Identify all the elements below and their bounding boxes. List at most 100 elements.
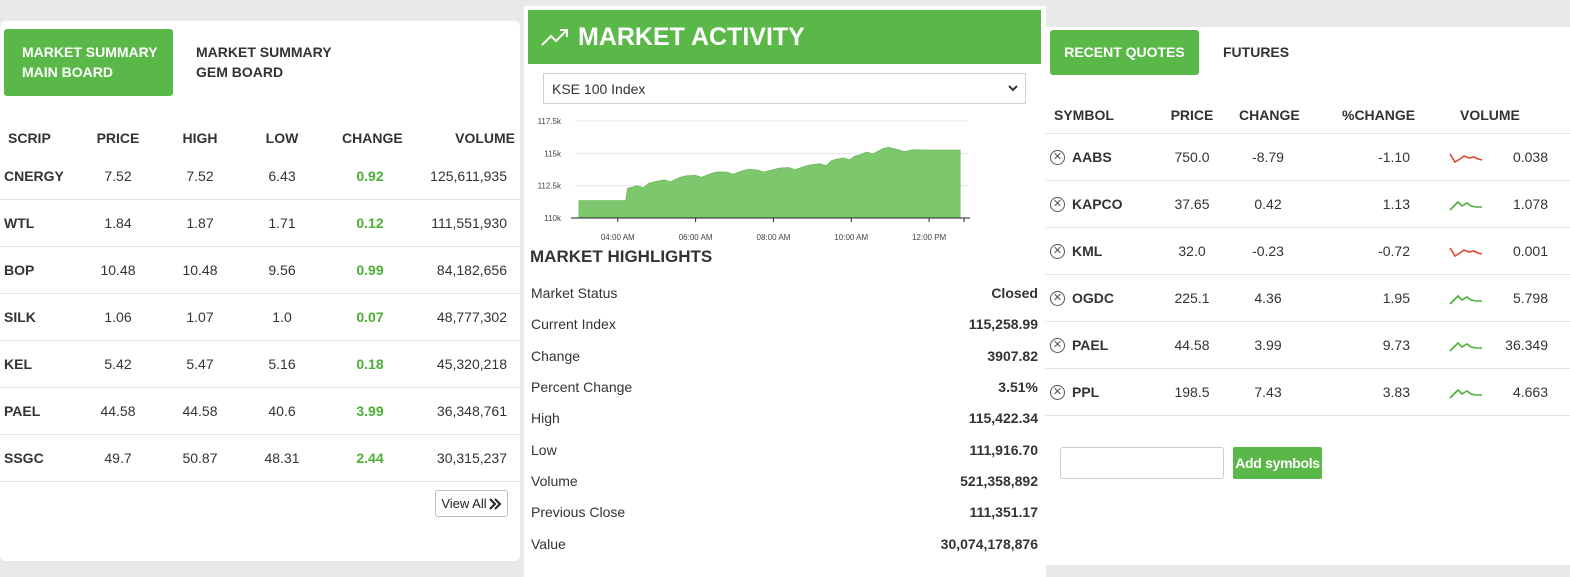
symbol-cell[interactable]: KML (1072, 243, 1103, 259)
remove-symbol-icon[interactable]: ✕ (1050, 150, 1065, 165)
market-summary-panel: MARKET SUMMARY MAIN BOARD MARKET SUMMARY… (0, 21, 520, 561)
volume-cell: 45,320,218 (436, 356, 507, 372)
table-row[interactable]: WTL 1.84 1.87 1.71 0.12 111,551,930 (0, 200, 520, 247)
tab-label-line2: MAIN BOARD (22, 64, 113, 80)
high-cell: 7.52 (186, 168, 214, 184)
change-cell: 2.44 (356, 450, 384, 466)
change-cell: 0.42 (1254, 196, 1282, 212)
tab-label-line2: GEM BOARD (196, 64, 284, 80)
table-row[interactable]: SILK 1.06 1.07 1.0 0.07 48,777,302 (0, 294, 520, 341)
column-header-high[interactable]: HIGH (182, 130, 218, 146)
change-cell: 0.92 (356, 168, 384, 184)
symbol-cell[interactable]: OGDC (1072, 290, 1114, 306)
tab-label-line1: MARKET SUMMARY (22, 44, 158, 60)
sparkline-path (1449, 294, 1482, 305)
quote-row[interactable]: ✕ KML 32.0 -0.23 -0.72 0.001 (1045, 228, 1570, 275)
quote-row[interactable]: ✕ OGDC 225.1 4.36 1.95 5.798 (1045, 275, 1570, 322)
column-header-scrip[interactable]: SCRIP (8, 130, 51, 146)
table-row[interactable]: CNERGY 7.52 7.52 6.43 0.92 125,611,935 (0, 153, 520, 200)
tab-label-line1: MARKET SUMMARY (196, 44, 332, 60)
scrip-cell[interactable]: WTL (4, 215, 35, 231)
change-cell: 3.99 (1254, 337, 1282, 353)
remove-symbol-icon[interactable]: ✕ (1050, 197, 1065, 212)
volume-cell: 30,315,237 (436, 450, 507, 466)
percent-change-cell: 1.95 (1382, 290, 1410, 306)
sparkline-path (1449, 247, 1483, 258)
sparkline-down-icon (1449, 247, 1483, 258)
scrip-cell[interactable]: SSGC (4, 450, 44, 466)
quote-row[interactable]: ✕ KAPCO 37.65 0.42 1.13 1.078 (1045, 181, 1570, 228)
column-header-symbol[interactable]: SYMBOL (1054, 107, 1114, 123)
column-header-change[interactable]: CHANGE (1239, 107, 1300, 123)
sparkline-up-icon (1449, 388, 1482, 399)
column-header-percent-change[interactable]: %CHANGE (1342, 107, 1416, 123)
scrip-cell[interactable]: BOP (4, 262, 35, 278)
highlight-label: Previous Close (531, 504, 626, 520)
column-header-volume[interactable]: VOLUME (455, 130, 515, 146)
volume-cell: 36,348,761 (436, 403, 507, 419)
tab-futures[interactable]: FUTURES (1223, 44, 1290, 60)
highlight-label: Percent Change (531, 379, 633, 395)
low-cell: 6.43 (268, 168, 296, 184)
y-tick-label: 117.5k (538, 117, 562, 126)
percent-change-cell: -1.10 (1378, 149, 1410, 165)
low-cell: 48.31 (264, 450, 300, 466)
highlight-row: Value 30,074,178,876 (531, 529, 1038, 560)
symbol-cell[interactable]: KAPCO (1072, 196, 1123, 212)
highlight-value: 115,422.34 (968, 410, 1038, 426)
remove-symbol-icon[interactable]: ✕ (1050, 244, 1065, 259)
highlight-label: Value (531, 536, 566, 552)
page-title: MARKET ACTIVITY (578, 22, 805, 51)
quote-row[interactable]: ✕ PPL 198.5 7.43 3.83 4.663 (1045, 369, 1570, 416)
column-header-low[interactable]: LOW (265, 130, 299, 146)
quote-row[interactable]: ✕ PAEL 44.58 3.99 9.73 36.349 (1045, 322, 1570, 369)
volume-cell: 111,551,930 (431, 215, 507, 231)
market-highlights-title: MARKET HIGHLIGHTS (530, 247, 713, 266)
remove-symbol-icon[interactable]: ✕ (1050, 338, 1065, 353)
scrip-cell[interactable]: CNERGY (4, 168, 64, 184)
percent-change-cell: 1.13 (1382, 196, 1410, 212)
table-row[interactable]: KEL 5.42 5.47 5.16 0.18 45,320,218 (0, 341, 520, 388)
summary-table-header: SCRIP PRICE HIGH LOW CHANGE VOLUME (0, 125, 520, 151)
low-cell: 9.56 (268, 262, 296, 278)
volume-cell: 1.078 (1512, 196, 1548, 212)
scrip-cell[interactable]: KEL (4, 356, 32, 372)
symbol-cell[interactable]: PAEL (1072, 337, 1109, 353)
price-cell: 32.0 (1178, 243, 1206, 259)
highlight-label: Volume (531, 473, 578, 489)
highlight-row: Market Status Closed (531, 278, 1038, 309)
highlight-row: High 115,422.34 (531, 403, 1038, 434)
column-header-change[interactable]: CHANGE (342, 130, 403, 146)
quote-row[interactable]: ✕ AABS 750.0 -8.79 -1.10 0.038 (1045, 134, 1570, 181)
price-cell: 1.06 (104, 309, 132, 325)
scrip-cell[interactable]: SILK (4, 309, 36, 325)
tab-market-summary-gem-board[interactable]: MARKET SUMMARY GEM BOARD (196, 42, 356, 82)
market-activity-header: MARKET ACTIVITY (528, 10, 1041, 64)
change-cell: 0.18 (356, 356, 384, 372)
symbol-cell[interactable]: AABS (1072, 149, 1112, 165)
tab-market-summary-main-board[interactable]: MARKET SUMMARY MAIN BOARD (4, 29, 173, 96)
table-row[interactable]: SSGC 49.7 50.87 48.31 2.44 30,315,237 (0, 435, 520, 482)
sparkline-path (1449, 341, 1482, 352)
high-cell: 44.58 (182, 403, 218, 419)
symbol-cell[interactable]: PPL (1072, 384, 1100, 400)
sparkline-path (1449, 200, 1482, 211)
market-activity-panel: MARKET ACTIVITY KSE 100 Index 110k 112.5k… (524, 6, 1046, 577)
remove-symbol-icon[interactable]: ✕ (1050, 291, 1065, 306)
highlight-row: Volume 521,358,892 (531, 466, 1038, 497)
table-row[interactable]: PAEL 44.58 44.58 40.6 3.99 36,348,761 (0, 388, 520, 435)
add-symbols-button[interactable]: Add symbols (1233, 447, 1322, 479)
low-cell: 5.16 (268, 356, 296, 372)
table-row[interactable]: BOP 10.48 10.48 9.56 0.99 84,182,656 (0, 247, 520, 294)
view-all-button[interactable]: View All (435, 490, 508, 517)
column-header-price[interactable]: PRICE (1170, 107, 1214, 123)
scrip-cell[interactable]: PAEL (4, 403, 41, 419)
column-header-volume[interactable]: VOLUME (1460, 107, 1520, 123)
tab-recent-quotes[interactable]: RECENT QUOTES (1050, 30, 1199, 75)
highlight-label: High (531, 410, 560, 426)
add-symbol-input[interactable] (1060, 447, 1224, 479)
index-select[interactable]: KSE 100 Index (543, 73, 1026, 104)
x-tick-label: 12:00 PM (912, 233, 947, 242)
remove-symbol-icon[interactable]: ✕ (1050, 385, 1065, 400)
column-header-price[interactable]: PRICE (96, 130, 140, 146)
